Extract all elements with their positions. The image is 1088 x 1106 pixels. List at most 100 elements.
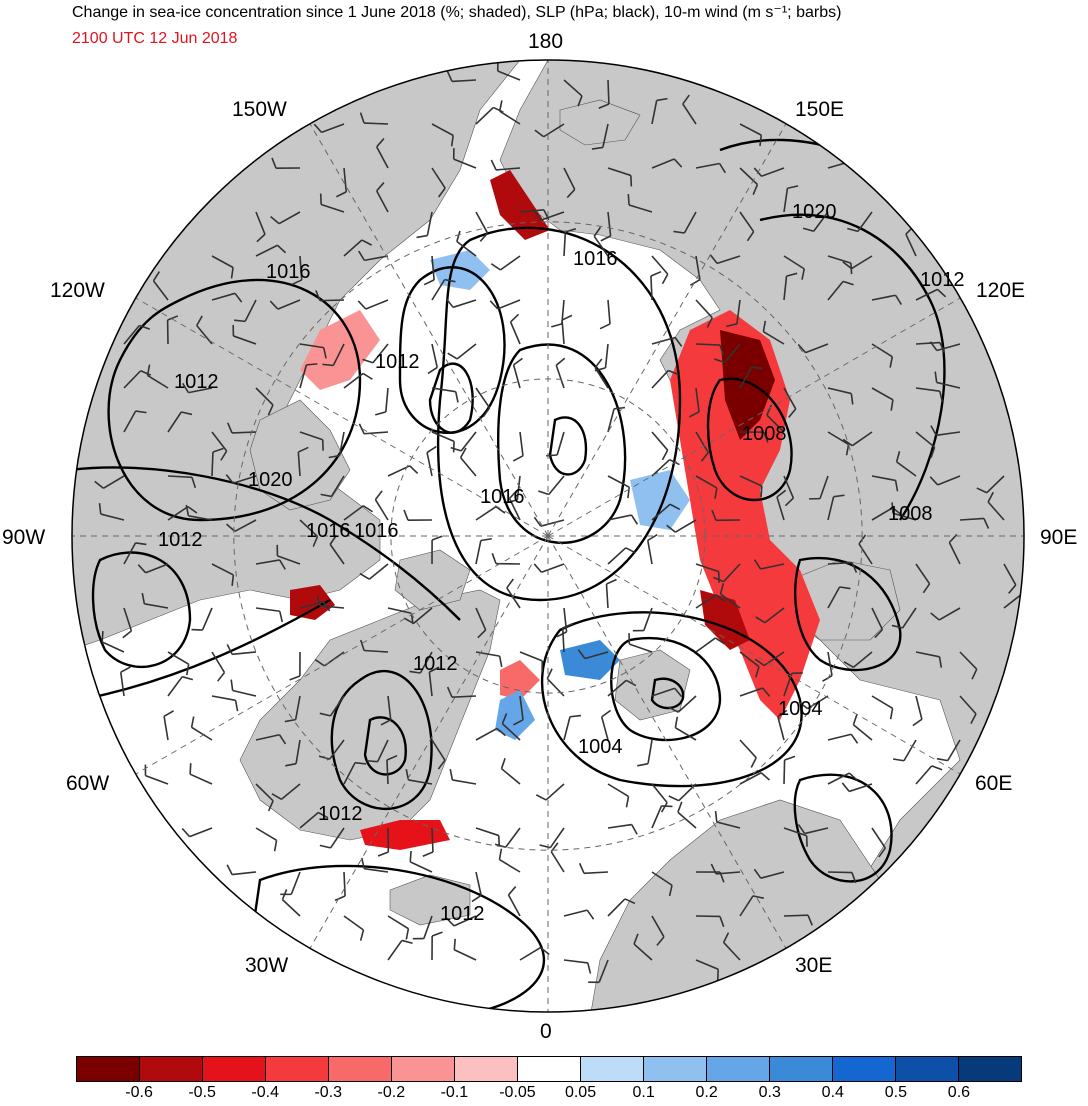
wind-barb — [546, 668, 565, 697]
wind-barb — [360, 639, 389, 653]
wind-barb — [628, 633, 653, 653]
contour-labels: 1020 1016 1012 1008 1008 1012 1016 1012 … — [158, 201, 965, 925]
wind-barb — [452, 148, 477, 169]
wind-barb — [930, 425, 961, 437]
colorbar-swatch — [203, 1057, 266, 1081]
wind-barb — [987, 491, 1005, 521]
lon-label-30e: 30E — [795, 954, 833, 977]
wind-barb — [498, 100, 521, 125]
wind-barb — [270, 211, 301, 225]
wind-barb — [123, 410, 147, 433]
wind-barb — [556, 607, 568, 638]
wind-barb — [189, 763, 213, 785]
wind-barb — [328, 431, 345, 459]
colorbar-tick-label: -0.1 — [440, 1084, 469, 1101]
colorbar-swatch — [77, 1057, 140, 1081]
wind-barb — [959, 517, 990, 529]
wind-barb — [431, 123, 454, 147]
wind-barb — [316, 595, 345, 609]
colorbar-swatch — [581, 1057, 644, 1081]
wind-barb — [674, 716, 697, 741]
wind-barb — [211, 447, 224, 477]
wind-barb — [646, 534, 658, 565]
wind-barb — [651, 783, 668, 813]
ice-loss-kara — [670, 310, 820, 720]
wind-barb — [959, 651, 978, 680]
colorbar-swatch — [518, 1057, 581, 1081]
wind-barb — [599, 299, 611, 330]
slp-contour — [91, 551, 192, 669]
colorbar-swatch — [770, 1057, 833, 1081]
wind-barb — [827, 586, 851, 609]
wind-barb — [167, 475, 197, 488]
wind-barb — [255, 733, 287, 745]
wind-barb — [577, 649, 609, 660]
slp-contour — [759, 213, 946, 521]
wind-barb — [651, 255, 669, 285]
wind-barb — [289, 651, 301, 681]
meridian-line — [547, 123, 787, 537]
wind-barb — [167, 411, 193, 433]
wind-barb — [607, 823, 638, 835]
wind-barb — [827, 494, 845, 521]
wind-barb — [651, 369, 679, 389]
wind-barb — [651, 805, 673, 829]
wind-barb — [976, 475, 1005, 494]
wind-barb — [459, 447, 477, 477]
wind-barb — [539, 827, 565, 849]
map-boundary — [71, 59, 1025, 1013]
ice-gain-fram — [560, 640, 620, 680]
wind-barb — [534, 123, 565, 138]
colorbar-tick-label: 0.1 — [632, 1084, 655, 1101]
slp-label: 1016 — [306, 520, 351, 542]
wind-barb — [710, 863, 741, 875]
wind-barb — [255, 559, 286, 570]
wind-barb — [431, 739, 446, 770]
wind-barb — [375, 387, 389, 416]
wind-barb — [607, 679, 637, 697]
wind-barb — [427, 343, 438, 375]
wind-barb — [494, 827, 521, 849]
lon-label-120e: 120E — [976, 279, 1026, 302]
wind-barb — [563, 79, 583, 107]
wind-barb — [423, 255, 435, 286]
wind-barb — [533, 563, 565, 574]
slp-label: 1016 — [354, 520, 399, 542]
wind-barb — [167, 505, 198, 521]
wind-barb — [827, 280, 854, 301]
wind-barb — [490, 159, 521, 171]
colorbar-swatch — [959, 1057, 1021, 1081]
wind-barb — [871, 607, 884, 639]
wind-barb — [563, 959, 592, 974]
wind-barb — [762, 320, 785, 345]
wind-barb — [688, 387, 700, 418]
colorbar-tick-label: -0.3 — [314, 1084, 343, 1101]
wind-barb — [722, 932, 741, 961]
wind-barb — [695, 637, 726, 653]
wind-barb — [475, 537, 492, 565]
meridian-line — [135, 535, 549, 775]
wind-barb — [959, 695, 977, 725]
ice-gain-east-greenland — [495, 690, 535, 740]
slp-label: 1020 — [248, 469, 293, 491]
wind-barb — [607, 898, 636, 917]
wind-barb — [255, 607, 284, 623]
wind-barb — [673, 211, 697, 234]
wind-barb — [711, 509, 741, 522]
slp-contour — [706, 377, 793, 502]
wind-barb — [403, 607, 433, 625]
wind-barb — [211, 563, 235, 586]
wind-barb — [695, 475, 718, 499]
map-timestamp: 2100 UTC 12 Jun 2018 — [72, 30, 238, 47]
wind-barb — [783, 387, 797, 418]
slp-contour — [541, 611, 803, 788]
wind-barb — [827, 387, 854, 405]
wind-barb — [519, 651, 544, 672]
meridian-line — [135, 297, 549, 537]
lon-label-150w: 150W — [232, 98, 287, 121]
wind-barb — [822, 651, 833, 682]
wind-barb — [299, 431, 324, 451]
slp-contour — [436, 226, 682, 602]
wind-barb — [291, 255, 303, 286]
wind-barb — [475, 651, 503, 668]
